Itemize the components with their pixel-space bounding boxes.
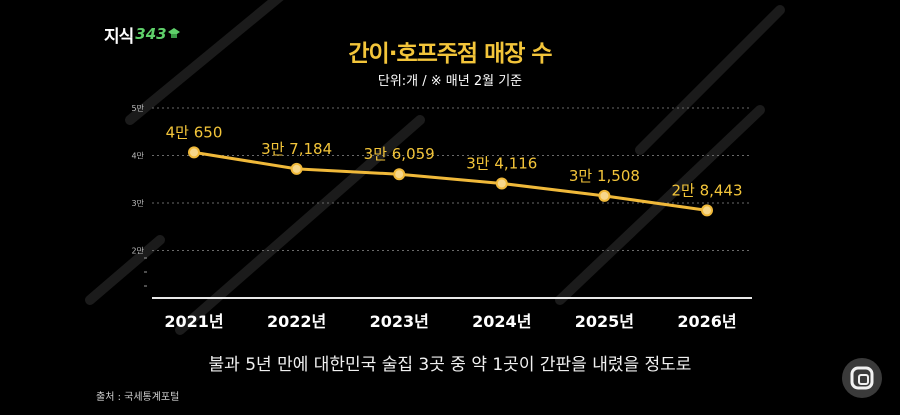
data-label: 4만 650 (166, 123, 223, 141)
data-point (393, 168, 406, 181)
subtitle-caption: 불과 5년 만에 대한민국 술집 3곳 중 약 1곳이 간판을 내렸을 정도로 (208, 355, 692, 375)
x-tick-layer: 2021년 2022년 2023년 2024년 2025년 2026년 (164, 312, 736, 331)
brand-logo: 지식 343 (104, 22, 180, 47)
x-tick-label: 2026년 (677, 312, 736, 331)
axis-layer: 5만 4만 3만 2만 (132, 104, 752, 299)
data-point-layer (188, 146, 713, 217)
data-point (701, 204, 713, 217)
unit-note: 단위:개 / ※ 매년 2월 기준 (377, 74, 523, 89)
data-point (290, 162, 303, 175)
data-point (495, 177, 508, 190)
y-tick-label: 5만 (132, 104, 145, 113)
data-label: 3만 4,116 (466, 154, 537, 172)
overlay-app-icon (850, 366, 874, 390)
brand-logo-number: 343 (135, 25, 167, 43)
x-tick-label: 2025년 (575, 312, 634, 331)
mortarboard-icon (167, 28, 180, 38)
x-tick-label: 2024년 (472, 312, 531, 331)
series-line-layer (193, 150, 708, 212)
data-label: 2만 8,443 (671, 181, 742, 199)
y-tick-label: 4만 (132, 152, 145, 161)
x-tick-label: 2021년 (164, 312, 223, 331)
y-tick-label: 2만 (132, 247, 145, 256)
overlay-app-button[interactable] (842, 358, 882, 398)
data-label: 3만 1,508 (569, 167, 640, 185)
data-point (188, 146, 200, 159)
series-line (193, 150, 708, 212)
chart-title: 간이·호프주점 매장 수 (348, 41, 552, 67)
data-point (598, 189, 611, 202)
brand-logo-korean: 지식 (104, 26, 134, 47)
data-label-layer: 4만 650 3만 7,184 3만 6,059 3만 4,116 3만 1,508 2만… (166, 123, 743, 199)
source-note: 출처 : 국세통계포털 (96, 392, 180, 403)
x-tick-label: 2022년 (267, 312, 326, 331)
x-tick-label: 2023년 (370, 312, 429, 331)
data-label: 3만 6,059 (364, 145, 435, 163)
y-tick-label: 3만 (132, 199, 145, 208)
data-label: 3만 7,184 (261, 140, 332, 158)
